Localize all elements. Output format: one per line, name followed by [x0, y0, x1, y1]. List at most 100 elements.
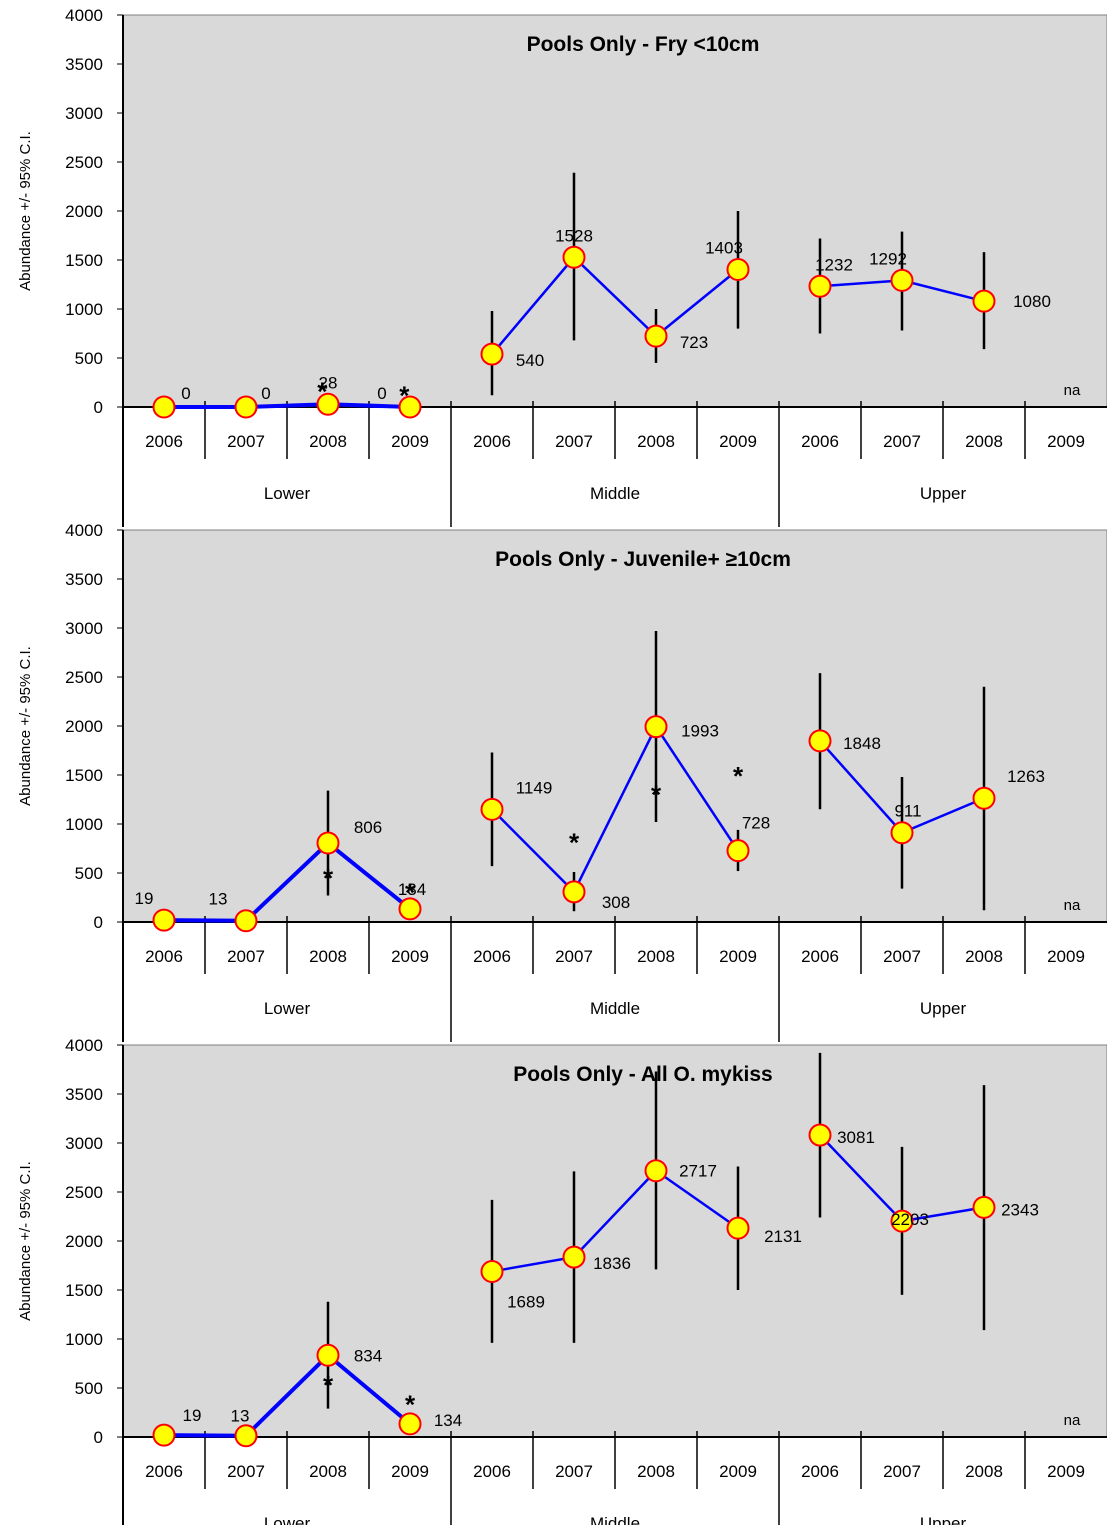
data-label: 834	[354, 1346, 382, 1365]
data-point	[890, 268, 914, 292]
plot-area	[122, 1044, 1107, 1438]
significance-asterisk: *	[405, 878, 416, 908]
data-label: 2717	[679, 1162, 717, 1181]
x-tick-label: 2008	[965, 947, 1003, 966]
x-tick-label: 2008	[965, 432, 1003, 451]
x-tick-label: 2009	[391, 1462, 429, 1481]
data-label: 0	[261, 384, 270, 403]
data-point	[316, 392, 340, 416]
data-point	[152, 908, 176, 932]
data-label: 3081	[837, 1128, 875, 1147]
y-tick-label: 3500	[65, 1085, 103, 1104]
y-tick-label: 2000	[65, 1232, 103, 1251]
data-point	[808, 274, 832, 298]
x-tick-label: 2009	[1047, 1462, 1085, 1481]
data-point	[972, 289, 996, 313]
data-point	[398, 897, 422, 921]
data-label: 28	[319, 373, 338, 392]
y-tick-label: 1000	[65, 300, 103, 319]
group-label: Lower	[264, 999, 311, 1018]
data-point	[644, 324, 668, 348]
data-point	[234, 909, 258, 933]
y-tick-label: 0	[94, 1428, 103, 1447]
x-tick-label: 2006	[145, 1462, 183, 1481]
data-point	[972, 786, 996, 810]
data-label: 1149	[516, 778, 553, 797]
series-line-lower	[163, 1352, 412, 1438]
significance-asterisk: *	[569, 828, 580, 858]
y-tick-label: 1500	[65, 766, 103, 785]
y-tick-label: 500	[75, 349, 103, 368]
group-label: Middle	[590, 484, 640, 503]
data-point	[808, 729, 832, 753]
x-tick-label: 2009	[1047, 947, 1085, 966]
group-label: Upper	[920, 484, 967, 503]
data-label: 2203	[891, 1210, 929, 1229]
x-tick-label: 2009	[719, 432, 757, 451]
y-tick-label: 2000	[65, 717, 103, 736]
group-label: Middle	[590, 999, 640, 1018]
data-label: 1292	[869, 249, 907, 268]
data-label: 1263	[1007, 767, 1045, 786]
data-point	[726, 839, 750, 863]
significance-asterisk: *	[651, 780, 662, 810]
group-label: Upper	[920, 999, 967, 1018]
data-point	[234, 1424, 258, 1448]
y-tick-label: 1000	[65, 1330, 103, 1349]
y-tick-label: 0	[94, 913, 103, 932]
data-label: 2343	[1001, 1200, 1039, 1219]
x-tick-label: 2006	[801, 1462, 839, 1481]
y-tick-label: 0	[94, 398, 103, 417]
plot-area	[122, 529, 1107, 923]
data-point	[398, 395, 422, 419]
data-point	[562, 245, 586, 269]
x-tick-label: 2008	[637, 947, 675, 966]
data-point	[152, 1423, 176, 1447]
x-tick-label: 2009	[1047, 432, 1085, 451]
y-axis-label: Abundance +/- 95% C.I.	[17, 1161, 34, 1321]
x-tick-label: 2008	[637, 432, 675, 451]
data-label: 540	[516, 351, 544, 370]
data-point	[644, 1159, 668, 1183]
x-tick-label: 2006	[801, 947, 839, 966]
x-tick-label: 2009	[391, 432, 429, 451]
data-label: 2131	[764, 1227, 802, 1246]
data-label: 1689	[507, 1292, 545, 1311]
y-axis-label: Abundance +/- 95% C.I.	[17, 131, 34, 291]
chart-title: Pools Only - Juvenile+ ≥10cm	[495, 548, 791, 571]
series-line-middle	[491, 1169, 739, 1273]
data-label: 308	[602, 893, 630, 912]
x-tick-label: 2007	[883, 947, 921, 966]
x-tick-label: 2009	[719, 1462, 757, 1481]
significance-asterisk: *	[323, 863, 334, 893]
y-tick-label: 2500	[65, 1183, 103, 1202]
x-tick-label: 2007	[227, 1462, 265, 1481]
x-tick-label: 2007	[555, 947, 593, 966]
y-tick-label: 4000	[65, 1036, 103, 1055]
x-tick-label: 2008	[309, 947, 347, 966]
data-point	[890, 1209, 914, 1233]
significance-asterisk: *	[405, 1390, 416, 1420]
significance-asterisk: *	[323, 1370, 334, 1400]
x-tick-label: 2006	[473, 947, 511, 966]
x-tick-label: 2006	[801, 432, 839, 451]
data-label: 19	[183, 1406, 202, 1425]
x-tick-label: 2009	[719, 947, 757, 966]
data-label: 0	[181, 384, 190, 403]
x-tick-label: 2006	[145, 947, 183, 966]
y-tick-label: 1500	[65, 251, 103, 270]
data-label: 0	[377, 384, 386, 403]
data-point	[316, 831, 340, 855]
series-line-middle	[491, 255, 739, 355]
na-label: na	[1064, 1412, 1081, 1429]
group-label: Lower	[264, 1514, 311, 1525]
data-label: 19	[135, 889, 154, 908]
data-label: 134	[398, 880, 426, 899]
data-label: 134	[434, 1411, 462, 1430]
data-point	[480, 1259, 504, 1283]
plot-area	[122, 14, 1107, 408]
data-point	[644, 715, 668, 739]
x-tick-label: 2007	[227, 432, 265, 451]
data-point	[726, 1216, 750, 1240]
na-label: na	[1064, 897, 1081, 914]
